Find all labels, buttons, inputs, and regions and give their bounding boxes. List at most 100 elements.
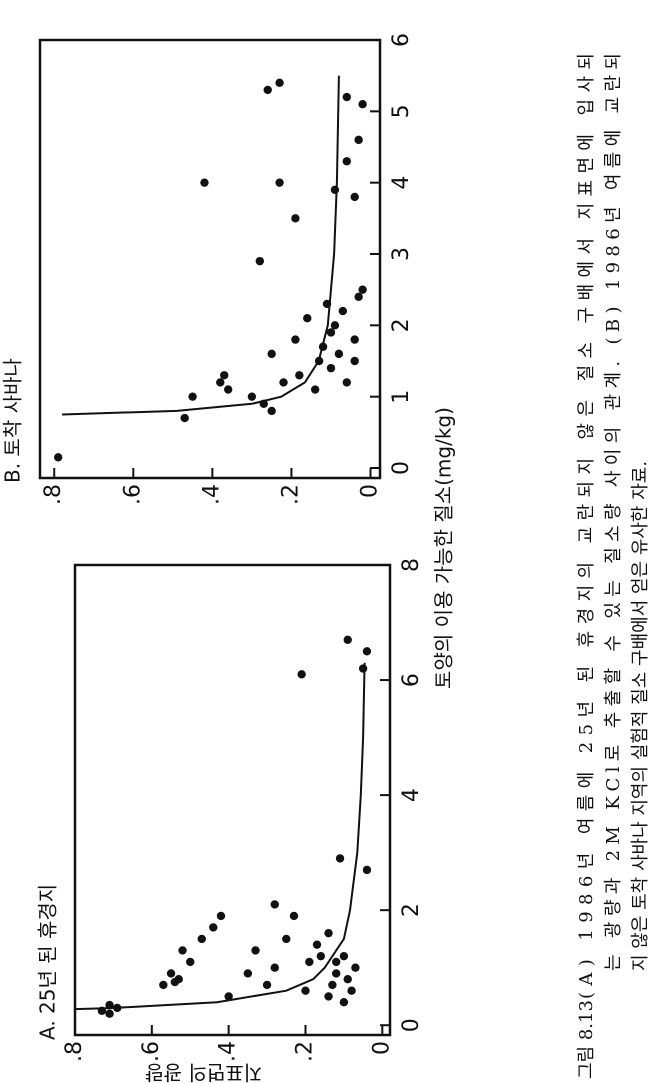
point bbox=[270, 963, 279, 972]
point bbox=[251, 946, 260, 955]
point bbox=[279, 378, 288, 387]
point bbox=[350, 356, 359, 366]
x-tick-label: 0 bbox=[389, 461, 414, 475]
y-tick-label: .4 bbox=[216, 1041, 241, 1062]
point bbox=[105, 1009, 114, 1018]
point bbox=[305, 957, 314, 967]
point bbox=[342, 157, 351, 166]
point bbox=[282, 934, 291, 944]
point bbox=[328, 980, 337, 990]
point bbox=[220, 371, 229, 380]
x-tick-label: 4 bbox=[389, 176, 414, 190]
point bbox=[224, 992, 233, 1001]
point bbox=[263, 85, 272, 95]
point bbox=[338, 306, 348, 316]
point bbox=[267, 349, 276, 359]
point bbox=[297, 670, 306, 679]
point bbox=[362, 865, 372, 875]
point bbox=[180, 413, 189, 423]
caption-line: 는 광량과 2M KCl로 추출할 수 있는 질소량 사이의 관계. (B) 1… bbox=[603, 53, 624, 971]
point bbox=[166, 969, 176, 978]
fit-curve bbox=[62, 75, 340, 416]
x-tick-label: 1 bbox=[389, 390, 414, 404]
y-tick-label: .2 bbox=[278, 484, 303, 505]
point bbox=[316, 951, 326, 961]
point bbox=[270, 900, 279, 909]
plot-frame bbox=[38, 38, 382, 480]
y-tick-label: .6 bbox=[139, 1041, 164, 1062]
point bbox=[275, 78, 284, 88]
point bbox=[354, 135, 363, 145]
y-tick-label: .6 bbox=[120, 484, 145, 505]
point bbox=[354, 292, 363, 302]
y-tick-label: .8 bbox=[41, 484, 66, 505]
point bbox=[291, 335, 300, 344]
x-tick-label: 2 bbox=[399, 903, 424, 917]
x-tick-label: 4 bbox=[399, 788, 424, 802]
x-tick-label: 6 bbox=[399, 673, 424, 687]
x-axis-label: 토양의 이용 가능한 질소(mg/kg) bbox=[432, 407, 456, 689]
point bbox=[339, 951, 349, 961]
x-tick-label: 2 bbox=[389, 318, 414, 332]
point bbox=[358, 664, 368, 673]
y-tick-label: 0 bbox=[358, 484, 383, 498]
point bbox=[310, 385, 320, 394]
point bbox=[342, 378, 351, 387]
point bbox=[332, 957, 341, 967]
point bbox=[262, 980, 272, 990]
point bbox=[178, 946, 187, 955]
panel-title: B. 토착 사바나 bbox=[1, 358, 25, 483]
point bbox=[53, 453, 63, 462]
point bbox=[200, 178, 209, 187]
point bbox=[209, 923, 218, 932]
point bbox=[243, 969, 253, 978]
x-tick-label: 6 bbox=[389, 33, 414, 47]
x-tick-label: 3 bbox=[389, 247, 414, 261]
y-axis-label: 지표면의 광량 bbox=[145, 1061, 262, 1083]
point bbox=[343, 635, 352, 644]
point bbox=[247, 392, 257, 401]
fit-curve bbox=[74, 662, 366, 1011]
point bbox=[334, 349, 344, 359]
y-tick-label: .8 bbox=[62, 1041, 87, 1062]
point bbox=[197, 934, 206, 944]
y-tick-label: .2 bbox=[292, 1041, 317, 1062]
point bbox=[312, 940, 322, 949]
point bbox=[330, 185, 340, 195]
point bbox=[223, 385, 233, 394]
point bbox=[188, 392, 197, 401]
point bbox=[343, 974, 352, 984]
rotated-page: 토양의 이용 가능한 질소(mg/kg) 지표면의 광량 그림 8.13 (A)… bbox=[1, 33, 652, 1083]
point bbox=[291, 214, 300, 223]
point bbox=[350, 335, 359, 344]
point bbox=[350, 192, 359, 202]
point bbox=[174, 974, 183, 984]
point bbox=[275, 178, 284, 187]
caption-line: 지 않은 토착 사바나 지역의 실험적 질소 구배에서 얻은 유사한 자료. bbox=[630, 461, 651, 971]
point bbox=[267, 406, 276, 416]
point bbox=[351, 963, 360, 972]
point bbox=[289, 911, 299, 921]
point bbox=[216, 911, 226, 921]
x-tick-label: 0 bbox=[399, 1018, 424, 1032]
point bbox=[326, 363, 336, 373]
point bbox=[303, 314, 312, 323]
caption-label: 그림 8.13 bbox=[576, 1000, 597, 1079]
point bbox=[335, 854, 345, 863]
point bbox=[358, 285, 367, 294]
point bbox=[295, 371, 304, 380]
x-tick-label: 8 bbox=[399, 558, 424, 572]
point bbox=[301, 986, 310, 995]
point bbox=[342, 92, 351, 102]
panel-title: A. 25년 된 휴경지 bbox=[36, 884, 60, 1040]
point bbox=[216, 378, 225, 387]
point bbox=[324, 992, 333, 1001]
point bbox=[159, 980, 168, 990]
y-tick-label: 0 bbox=[369, 1041, 394, 1055]
point bbox=[186, 957, 195, 967]
x-tick-label: 5 bbox=[389, 104, 414, 118]
point bbox=[330, 321, 340, 330]
